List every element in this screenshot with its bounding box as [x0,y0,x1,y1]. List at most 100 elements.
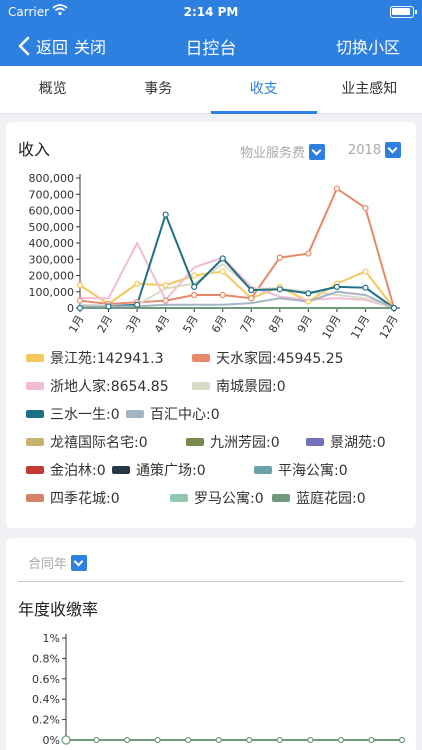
data-point [123,736,131,744]
series-line-1 [79,270,395,309]
legend-item[interactable]: 罗马公寓:0 [170,488,264,508]
category-select[interactable]: 物业服务费 [240,142,326,161]
legend-swatch [26,466,44,474]
x-tick-label: 9月 [295,313,315,335]
close-button[interactable]: 关闭 [74,38,107,57]
tab-affairs[interactable]: 事务 [144,81,173,97]
legend-item[interactable]: 百汇中心:0 [126,404,220,424]
contract-year-select[interactable]: 合同年 [28,553,88,572]
legend-label: 四季花城:0 [50,491,120,507]
y-tick-label: 0 [67,302,74,315]
data-point [362,268,369,275]
data-point [248,287,255,294]
data-point [162,211,169,218]
legend-swatch [26,354,44,362]
x-tick-label: 7月 [238,313,258,335]
tab-bar: 概览 事务 收支 业主感知 [0,66,422,114]
x-tick-label: 10月 [320,313,344,341]
data-point [219,255,226,262]
back-label: 返回 [36,38,69,57]
tab-owner-perception[interactable]: 业主感知 [341,81,398,97]
legend-swatch [192,354,210,362]
legend-item[interactable]: 景江苑:142941.3 [26,348,164,368]
battery-icon [390,6,417,18]
data-point [61,735,71,745]
series-line-2 [79,187,395,309]
legend-swatch [26,438,44,446]
y-tick-label: 200,000 [29,270,75,283]
data-point [162,297,169,304]
x-tick-label: 11月 [348,313,372,341]
legend-label: 景湖苑:0 [330,435,386,451]
year-select[interactable]: 2018 [348,142,402,158]
legend-swatch [26,382,44,390]
y-tick-label: 0.2% [32,714,60,727]
legend-item[interactable]: 九洲芳园:0 [186,432,280,452]
legend-label: 通策广场:0 [136,463,206,479]
income-line-chart: 0 100,000 200,000 300,000 400,000 500,000 600,… [29,172,401,341]
legend-item[interactable]: 通策广场:0 [112,460,206,480]
legend-item[interactable]: 天水家园:45945.25 [192,348,344,368]
data-point [390,304,398,312]
legend-label: 平海公寓:0 [278,463,348,479]
y-tick-label: 0% [43,734,60,747]
legend-swatch [170,494,188,502]
data-point [398,736,406,744]
legend-label: 景江苑:142941.3 [50,351,164,367]
clock: 2:14 PM [183,5,239,19]
y-tick-label: 400,000 [29,237,75,250]
legend-item[interactable]: 平海公寓:0 [254,460,348,480]
tab-income-expense[interactable]: 收支 [211,66,317,114]
switch-community-button[interactable]: 切换小区 [335,38,400,57]
legend-swatch [26,410,44,418]
data-point [307,736,314,744]
divider [18,581,404,582]
legend-swatch [254,466,272,474]
x-tick-label: 1月 [66,313,86,335]
data-point [333,283,341,290]
legend-swatch [272,494,290,502]
legend-item[interactable]: 景湖苑:0 [306,432,386,452]
x-tick-label: 3月 [123,313,143,335]
data-point [105,303,112,310]
legend-item[interactable]: 蓝庭花园:0 [272,488,366,508]
data-point [368,736,375,744]
y-tick-label: 100,000 [29,286,75,299]
data-point [133,280,141,287]
data-point [185,736,192,744]
legend-item[interactable]: 南城景园:0 [192,376,286,396]
data-point [191,291,198,299]
collection-card: 合同年 年度收缴率 0% 0.2% 0.4% 0.6% 0.8% 1% [6,538,416,750]
data-point [219,268,226,275]
data-point [305,250,312,257]
legend-item[interactable]: 金泊林:0 [26,460,106,480]
legend-label: 蓝庭花园:0 [296,491,366,507]
data-point [219,291,226,299]
legend-label: 金泊林:0 [50,463,106,479]
series-line-5 [79,213,395,309]
income-title: 收入 [18,140,51,159]
legend-swatch [192,382,210,390]
data-point [154,736,161,744]
chevron-left-icon [18,36,30,56]
legend-item[interactable]: 三水一生:0 [26,404,120,424]
back-button[interactable]: 返回 关闭 [18,34,106,58]
tab-overview[interactable]: 概览 [38,81,67,97]
y-tick-label: 300,000 [29,253,75,266]
year-select-value: 2018 [348,142,382,158]
status-bar: Carrier 2:14 PM [0,0,422,26]
data-point [276,254,283,261]
legend-label: 龙禧国际名宅:0 [50,435,148,451]
legend-item[interactable]: 四季花城:0 [26,488,120,508]
legend-label: 天水家园:45945.25 [216,351,344,367]
y-tick-label: 800,000 [29,172,75,185]
x-tick-label: 4月 [152,313,172,335]
data-point [305,298,312,305]
y-tick-label: 1% [43,632,60,645]
legend-item[interactable]: 浙地人家:8654.85 [26,376,169,396]
legend-item[interactable]: 龙禧国际名宅:0 [26,432,148,452]
carrier-label: Carrier [8,5,50,19]
data-point [362,284,369,291]
data-point [248,295,255,302]
y-tick-label: 700,000 [29,188,75,201]
